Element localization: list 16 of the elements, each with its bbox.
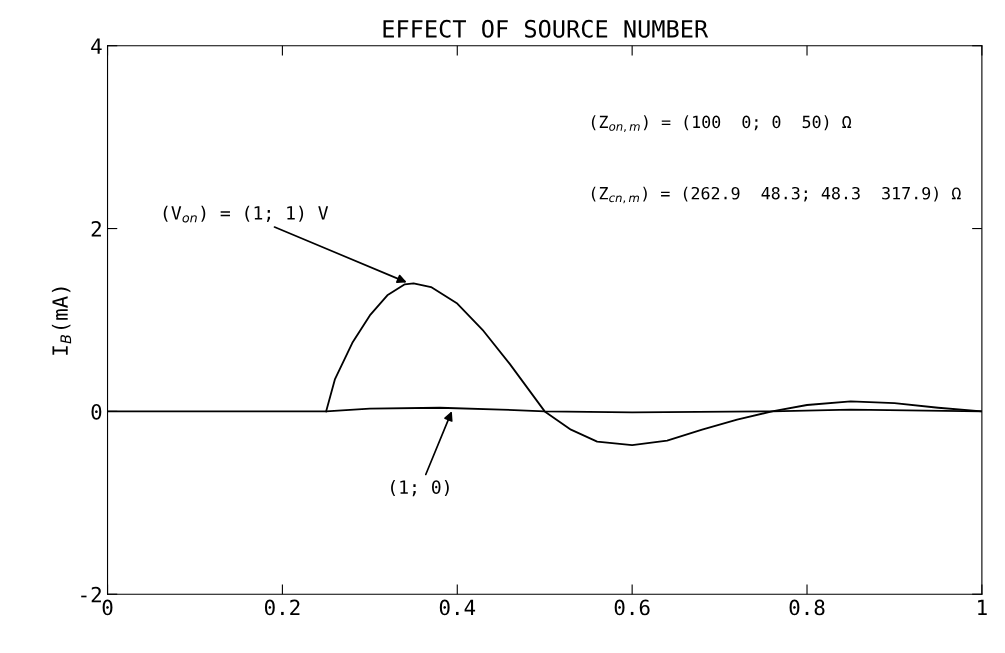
annotation: (Z$_{cn,m}$) = (262.9 48.3; 48.3 317.9) Ω bbox=[591, 186, 961, 204]
y-tick-label: 2 bbox=[91, 221, 101, 237]
y-tick-label: -2 bbox=[81, 586, 101, 603]
y-axis-title: I$_{B}$(mA) bbox=[51, 287, 72, 355]
x-tick-label: 0.6 bbox=[614, 599, 650, 616]
y-tick-label: 4 bbox=[91, 38, 102, 54]
annotation: (V$_{on}$) = (1; 1) V bbox=[163, 205, 329, 223]
x-tick-label: 0.4 bbox=[439, 599, 476, 616]
y-tick-label: 0 bbox=[91, 403, 102, 420]
x-tick-label: 0.2 bbox=[264, 599, 300, 616]
x-tick-label: 1 bbox=[978, 599, 987, 616]
chart-title: EFFECT OF SOURCE NUMBER bbox=[383, 19, 709, 38]
annotation: (Z$_{on,m}$) = (100 0; 0 50) Ω bbox=[591, 115, 852, 133]
x-tick-label: 0 bbox=[102, 599, 113, 616]
x-tick-label: 0.8 bbox=[789, 599, 825, 616]
annotation: (1; 0) bbox=[391, 479, 449, 497]
